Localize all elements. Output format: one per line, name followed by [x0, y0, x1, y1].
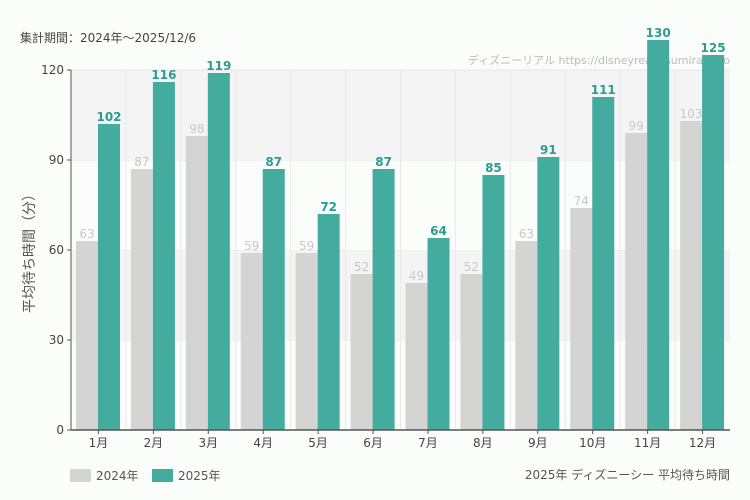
x-tick-label: 6月	[363, 436, 383, 450]
data-label: 103	[680, 107, 703, 121]
x-tick-label: 12月	[689, 436, 716, 450]
data-label: 87	[134, 155, 149, 169]
bar-2024	[185, 136, 208, 430]
data-label: 116	[151, 68, 176, 82]
x-tick-label: 4月	[253, 436, 273, 450]
bar-2025	[317, 214, 340, 430]
data-label: 63	[79, 227, 94, 241]
data-label: 59	[244, 239, 259, 253]
data-label: 72	[320, 200, 337, 214]
x-tick-label: 9月	[528, 436, 548, 450]
bar-2024	[680, 121, 703, 430]
y-tick-label: 30	[49, 333, 64, 347]
data-label: 52	[354, 260, 369, 274]
y-axis-label: 平均待ち時間（分）	[22, 187, 38, 313]
data-label: 99	[629, 119, 644, 133]
data-label: 119	[206, 59, 231, 73]
data-label: 85	[485, 161, 502, 175]
data-label: 63	[519, 227, 534, 241]
watermark: ディズニーリアル https://disneyreal.asumirai.inf…	[468, 53, 730, 67]
data-label: 102	[96, 110, 121, 124]
bar-2025	[372, 169, 395, 430]
x-tick-label: 2月	[144, 436, 164, 450]
bar-2025	[98, 124, 120, 430]
legend-label: 2025年	[178, 469, 221, 483]
bar-2025	[482, 175, 505, 430]
y-tick-label: 60	[49, 243, 64, 257]
data-label: 111	[591, 83, 616, 97]
data-label: 74	[574, 194, 589, 208]
bar-2024	[240, 253, 263, 430]
x-tick-label: 7月	[418, 436, 438, 450]
bar-2024	[570, 208, 593, 430]
x-tick-label: 5月	[308, 436, 328, 450]
data-label: 125	[701, 41, 726, 55]
bar-2024	[515, 241, 538, 430]
data-label: 91	[540, 143, 557, 157]
bar-2024	[76, 241, 98, 430]
legend-item-2024[interactable]: 2024年	[70, 467, 139, 484]
bar-2025	[702, 55, 725, 430]
period-label: 集計期間：2024年～2025/12/6	[20, 31, 197, 45]
legend-swatch-2025	[152, 469, 173, 482]
x-tick-label: 11月	[634, 436, 661, 450]
data-label: 130	[646, 26, 671, 40]
bar-2025	[427, 238, 450, 430]
data-label: 49	[409, 269, 424, 283]
bar-2025	[592, 97, 615, 430]
data-label: 52	[464, 260, 479, 274]
legend-swatch-2024	[70, 469, 91, 482]
data-label: 98	[189, 122, 204, 136]
data-label: 87	[375, 155, 392, 169]
bar-2024	[130, 169, 153, 430]
x-tick-label: 3月	[198, 436, 218, 450]
bar-2024	[625, 133, 648, 430]
chart-subtitle: 2025年 ディズニーシー 平均待ち時間	[524, 468, 730, 482]
data-label: 59	[299, 239, 314, 253]
bar-2025	[537, 157, 560, 430]
bar-2025	[207, 73, 230, 430]
bar-2024	[350, 274, 373, 430]
y-tick-label: 120	[41, 63, 64, 77]
bar-2025	[262, 169, 285, 430]
x-tick-label: 8月	[473, 436, 493, 450]
y-tick-label: 90	[49, 153, 64, 167]
data-label: 87	[265, 155, 282, 169]
bar-2024	[405, 283, 428, 430]
bar-2025	[152, 82, 175, 430]
data-label: 64	[430, 224, 447, 238]
y-tick-label: 0	[56, 423, 64, 437]
bar-2024	[460, 274, 483, 430]
bar-2024	[295, 253, 318, 430]
bar-2025	[647, 40, 670, 430]
x-tick-label: 1月	[89, 436, 109, 450]
legend-item-2025[interactable]: 2025年	[152, 467, 221, 484]
legend-label: 2024年	[96, 469, 139, 483]
x-tick-label: 10月	[579, 436, 606, 450]
